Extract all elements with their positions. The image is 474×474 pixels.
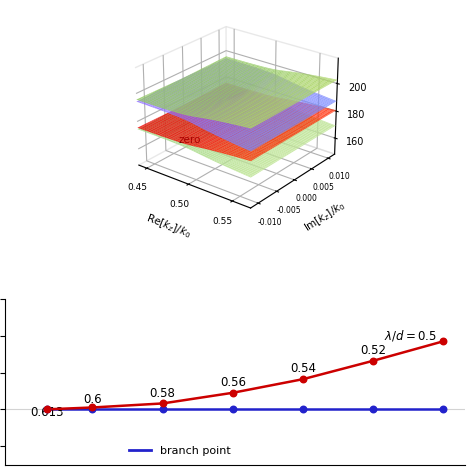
Text: 0.56: 0.56 [220,376,246,389]
Point [440,337,447,345]
Text: 0.6: 0.6 [83,392,102,406]
Point [229,406,237,413]
Point [299,375,307,383]
Point [159,406,166,413]
Point [43,406,51,413]
Point [299,406,307,413]
Point [89,404,96,411]
Text: 0.52: 0.52 [360,344,386,357]
Text: 0.613: 0.613 [30,406,64,419]
Point [369,406,377,413]
Text: $\lambda/d = 0.5$: $\lambda/d = 0.5$ [383,328,437,343]
Y-axis label: Im$[k_z]/k_0$: Im$[k_z]/k_0$ [302,198,348,235]
Point [43,406,51,413]
Point [369,357,377,365]
Point [159,400,166,407]
Point [440,406,447,413]
Point [89,406,96,413]
Legend: branch point: branch point [124,442,235,461]
Text: 0.58: 0.58 [150,387,176,401]
Point [229,389,237,397]
Text: 0.54: 0.54 [290,362,316,375]
X-axis label: Re$[k_z]/k_0$: Re$[k_z]/k_0$ [144,211,193,241]
